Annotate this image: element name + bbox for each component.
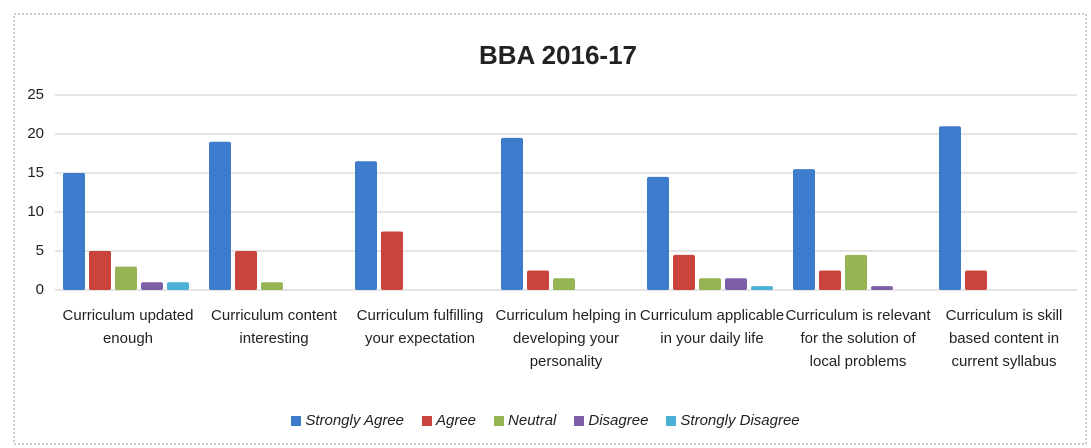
x-tick-label: Curriculum is skill based content in cur… bbox=[945, 307, 1063, 370]
legend-swatch bbox=[574, 415, 585, 426]
x-tick-label: Curriculum updated enough bbox=[62, 307, 194, 347]
bar bbox=[167, 282, 189, 290]
bar bbox=[965, 270, 987, 290]
legend-swatch bbox=[494, 415, 505, 426]
y-tick-label: 15 bbox=[27, 164, 44, 181]
x-tick-label: Curriculum fulfilling your expectation bbox=[356, 307, 484, 347]
x-tick-label: Curriculum helping in developing your pe… bbox=[495, 307, 637, 370]
chart-title: BBA 2016-17 bbox=[479, 40, 637, 70]
bar bbox=[501, 137, 523, 290]
legend-item: Agree bbox=[422, 412, 476, 429]
chart-border bbox=[13, 13, 1087, 445]
bar bbox=[647, 176, 669, 290]
bar bbox=[89, 251, 111, 290]
x-tick-label: Curriculum is relevant for the solution … bbox=[785, 307, 931, 370]
bar bbox=[261, 282, 283, 290]
bar bbox=[845, 254, 867, 290]
legend-item: Neutral bbox=[494, 412, 556, 429]
legend: Strongly Agree Agree Neutral Disagree Strong… bbox=[0, 412, 1091, 429]
bar bbox=[381, 231, 403, 290]
y-tick-label: 5 bbox=[36, 242, 44, 259]
legend-item: Strongly Agree bbox=[291, 412, 404, 429]
y-tick-label: 0 bbox=[36, 281, 44, 298]
bar bbox=[355, 161, 377, 290]
y-tick-label: 10 bbox=[27, 203, 44, 220]
legend-label: Strongly Disagree bbox=[680, 412, 800, 429]
legend-item: Disagree bbox=[574, 412, 648, 429]
bar bbox=[527, 270, 549, 290]
bar bbox=[235, 251, 257, 290]
bar bbox=[553, 278, 575, 290]
bar bbox=[819, 270, 841, 290]
bar bbox=[115, 266, 137, 290]
legend-label: Neutral bbox=[508, 412, 557, 429]
legend-label: Agree bbox=[436, 412, 477, 429]
legend-label: Strongly Agree bbox=[305, 412, 404, 429]
legend-label: Disagree bbox=[588, 412, 649, 429]
bar bbox=[63, 173, 85, 290]
x-tick-label: Curriculum applicable in your daily life bbox=[639, 307, 785, 347]
bar bbox=[209, 141, 231, 290]
bar bbox=[725, 278, 747, 290]
legend-swatch bbox=[422, 415, 432, 426]
x-tick-label: Curriculum content interesting bbox=[211, 307, 337, 347]
bar bbox=[871, 286, 893, 290]
legend-swatch bbox=[666, 415, 677, 426]
bar bbox=[939, 126, 961, 290]
y-tick-label: 25 bbox=[27, 86, 44, 103]
bar bbox=[673, 254, 695, 290]
legend-swatch bbox=[291, 415, 302, 426]
bar bbox=[141, 282, 163, 290]
y-tick-label: 20 bbox=[27, 125, 44, 142]
bar bbox=[699, 278, 721, 290]
legend-item: Strongly Disagree bbox=[666, 412, 800, 429]
bar bbox=[751, 286, 773, 290]
bar bbox=[793, 169, 815, 290]
